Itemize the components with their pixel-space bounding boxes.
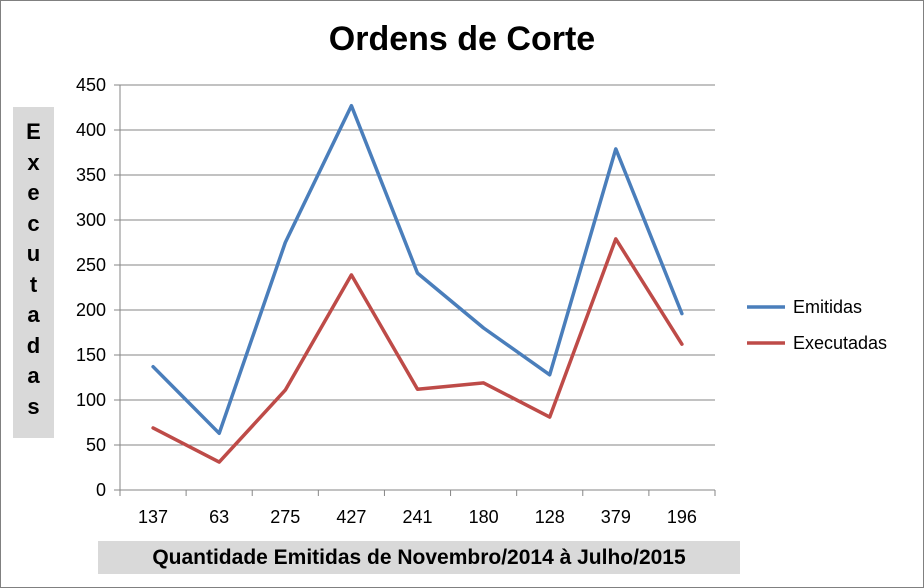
x-tick-label: 241 [402,507,432,527]
x-tick-label: 137 [138,507,168,527]
y-tick-label: 50 [86,435,106,455]
x-tick-label: 427 [336,507,366,527]
x-tick-label: 379 [601,507,631,527]
y-tick-label: 450 [76,75,106,95]
series-line-emitidas [151,103,684,436]
legend-label-executadas: Executadas [793,333,887,353]
y-axis-label-box: Executadas [13,107,54,438]
y-tick-label: 350 [76,165,106,185]
x-axis-label: Quantidade Emitidas de Novembro/2014 à J… [98,541,740,574]
x-tick-label: 275 [270,507,300,527]
chart-title: Ordens de Corte [329,20,595,58]
legend: Emitidas Executadas [747,297,887,353]
y-tick-label: 250 [76,255,106,275]
y-tick-label: 0 [96,480,106,500]
gridlines [120,84,715,446]
y-axis-label: Executadas [26,119,41,419]
y-tick-label: 150 [76,345,106,365]
y-tick-label: 300 [76,210,106,230]
y-tick-labels: 0 50 100 150 200 250 300 350 400 450 [76,75,106,500]
x-tick-labels: 137 63 275 427 241 180 128 379 196 [138,507,697,527]
x-tick-label: 63 [209,507,229,527]
x-tick-label: 180 [469,507,499,527]
x-tick-label: 128 [535,507,565,527]
y-tick-label: 100 [76,390,106,410]
y-tick-label: 400 [76,120,106,140]
series-line-executadas [151,237,684,464]
axes [114,84,716,496]
legend-label-emitidas: Emitidas [793,297,862,317]
y-tick-label: 200 [76,300,106,320]
x-tick-label: 196 [667,507,697,527]
series-lines [151,103,684,464]
